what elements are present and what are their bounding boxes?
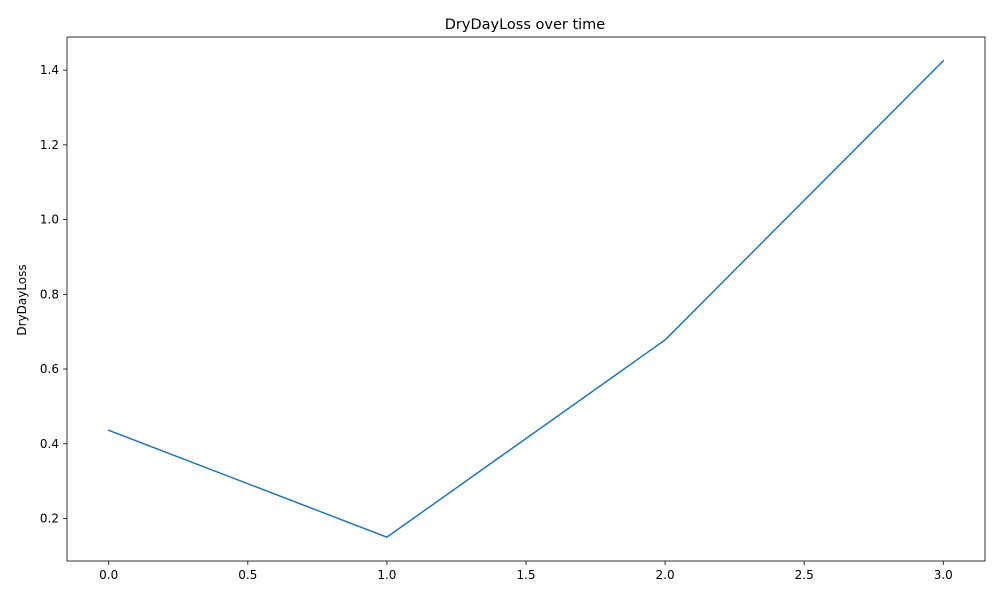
y-tick-label: 1.0 (40, 213, 59, 227)
y-axis-title: DryDayLoss (15, 264, 29, 335)
y-tick-label: 1.2 (40, 138, 59, 152)
x-tick-label: 2.0 (656, 568, 675, 582)
plot-area: 0.0 0.5 1.0 1.5 2.0 2.5 3.0 0.2 0.4 0.6 0.8 1.0 1.2 1… (40, 36, 986, 582)
y-tick-label: 0.8 (40, 287, 59, 301)
y-tick-label: 0.4 (40, 437, 59, 451)
x-tick-label: 3.0 (934, 568, 953, 582)
x-tick-label: 0.0 (99, 568, 118, 582)
y-tick-label: 1.4 (40, 63, 59, 77)
series-line-0 (107, 59, 945, 538)
chart-title: DryDayLoss over time (445, 17, 606, 33)
x-tick-label: 1.5 (516, 568, 535, 582)
y-tick-label: 0.2 (40, 511, 59, 525)
y-tick-label: 0.6 (40, 362, 59, 376)
x-tick-label: 1.0 (377, 568, 396, 582)
axes-frame (66, 36, 986, 562)
x-tick-label: 0.5 (238, 568, 257, 582)
x-tick-label: 2.5 (795, 568, 814, 582)
